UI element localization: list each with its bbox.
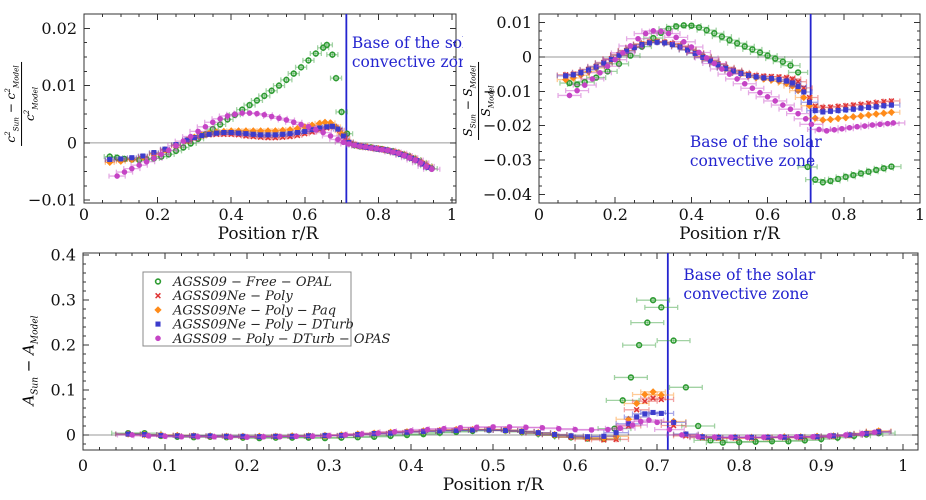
svg-text:Base of the solar: Base of the solar: [690, 133, 822, 151]
svg-text:convective zone: convective zone: [352, 53, 463, 71]
tick-marks: [538, 13, 921, 204]
svg-text:convective zone: convective zone: [690, 152, 815, 170]
series-AGSS09Ne − Poly − DTurb: [125, 409, 882, 440]
x-axis-label: Position r/R: [443, 475, 545, 495]
x-tick-label: 0: [79, 205, 89, 224]
panel-ledoux-diff: 0 0.1 0.2 0.3 0.4 0.5 0.6 0.7 0.8 0.9 1 0 0.1 0.2 0.3 0…: [51, 246, 919, 495]
x-axis-label: Position r/R: [218, 224, 320, 244]
legend-label: AGSS09Ne − Poly − DTurb: [172, 318, 354, 333]
x-tick-label: 0.8: [726, 456, 751, 475]
ledoux-ylabel: ASun − AModel: [19, 315, 41, 406]
series-AGSS09Ne − Poly − Paq: [124, 388, 883, 442]
y-tick-label: 0.4: [51, 246, 76, 265]
y-tick-label: −0.03: [483, 151, 532, 170]
errorbars-AGSS09 − Poly − DTurb − OPAS: [108, 110, 441, 179]
x-tick-label: 0.8: [366, 205, 391, 224]
y-tick-label: −0.01: [483, 82, 532, 101]
x-tick-label: 0.5: [480, 456, 505, 475]
series-AGSS09 − Free − OPAL: [566, 22, 895, 186]
y-tick-label: 0.1: [51, 381, 76, 400]
sound-speed-ylabel: c2Sun − c2Model c2Model: [3, 19, 40, 189]
legend-label: AGSS09Ne − Poly − Paq: [172, 303, 336, 318]
y-tick-label: −0.04: [483, 185, 532, 204]
x-tick-label: 0: [534, 205, 544, 224]
y-tick-label: 0: [67, 133, 77, 152]
x-tick-label: 0.2: [145, 205, 170, 224]
y-tick-label: 0: [522, 47, 532, 66]
y-tick-label: 0.2: [51, 336, 76, 355]
x-tick-label: 1: [915, 205, 925, 224]
legend-label: AGSS09Ne − Poly: [172, 289, 293, 304]
x-tick-label: 0.3: [316, 456, 341, 475]
x-tick-label: 0.8: [831, 205, 856, 224]
tick-labels: 0 0.2 0.4 0.6 0.8 1 −0.04 −0.03 −0.02 −0.01 0 0.01: [483, 13, 925, 224]
tick-marks: [83, 13, 456, 203]
entropy-ylabel: SSun − SModel SModel: [461, 16, 496, 186]
legend-label: AGSS09 − Free − OPAL: [172, 275, 332, 290]
x-axis-label: Position r/R: [679, 224, 781, 244]
x-tick-label: 0.6: [292, 205, 317, 224]
svg-text:Base of the solar: Base of the solar: [683, 266, 815, 284]
series-AGSS09 − Poly − DTurb − OPAS: [566, 28, 897, 134]
y-tick-label: 0.02: [41, 19, 77, 38]
y-tick-label: −0.02: [483, 116, 532, 135]
svg-text:convective zone: convective zone: [683, 285, 808, 303]
axes-frame: [83, 13, 457, 204]
y-tick-label: 0: [66, 425, 76, 444]
panel-entropy-diff: 0 0.2 0.4 0.6 0.8 1 −0.04 −0.03 −0.02 −0.01 0 0.01 P…: [483, 13, 925, 244]
y-tick-label: 0.3: [51, 291, 76, 310]
y-tick-label: 0.01: [41, 76, 77, 95]
x-tick-label: 0.2: [234, 456, 259, 475]
x-tick-label: 0.7: [644, 456, 669, 475]
y-tick-label: 0.01: [496, 13, 532, 32]
tick-labels: 0 0.1 0.2 0.3 0.4 0.5 0.6 0.7 0.8 0.9 1 0 0.1 0.2 0.3 0…: [51, 246, 909, 475]
x-tick-label: 0.2: [602, 205, 627, 224]
x-tick-label: 1: [447, 205, 457, 224]
x-tick-label: 0: [78, 456, 88, 475]
x-tick-label: 0.6: [755, 205, 780, 224]
svg-text:Base of the solar: Base of the solar: [352, 34, 463, 52]
x-tick-label: 1: [898, 456, 908, 475]
series-AGSS09 − Poly − DTurb − OPAS: [129, 417, 878, 440]
series-AGSS09Ne − Poly − DTurb: [563, 39, 894, 115]
axes-frame: [82, 252, 919, 451]
x-tick-label: 0.9: [808, 456, 833, 475]
x-tick-label: 0.4: [679, 205, 704, 224]
errorbars-AGSS09Ne − Poly − DTurb: [556, 39, 901, 115]
series-AGSS09 − Poly − DTurb − OPAS: [114, 110, 435, 179]
legend-label: AGSS09 − Poly − DTurb − OPAS: [172, 332, 391, 347]
x-tick-label: 0.4: [398, 456, 423, 475]
legend-box: [142, 271, 352, 347]
y-tick-label: −0.01: [28, 191, 77, 210]
x-tick-label: 0.1: [152, 456, 177, 475]
x-tick-label: 0.6: [562, 456, 587, 475]
tick-marks: [82, 253, 918, 450]
x-tick-label: 0.4: [218, 205, 243, 224]
